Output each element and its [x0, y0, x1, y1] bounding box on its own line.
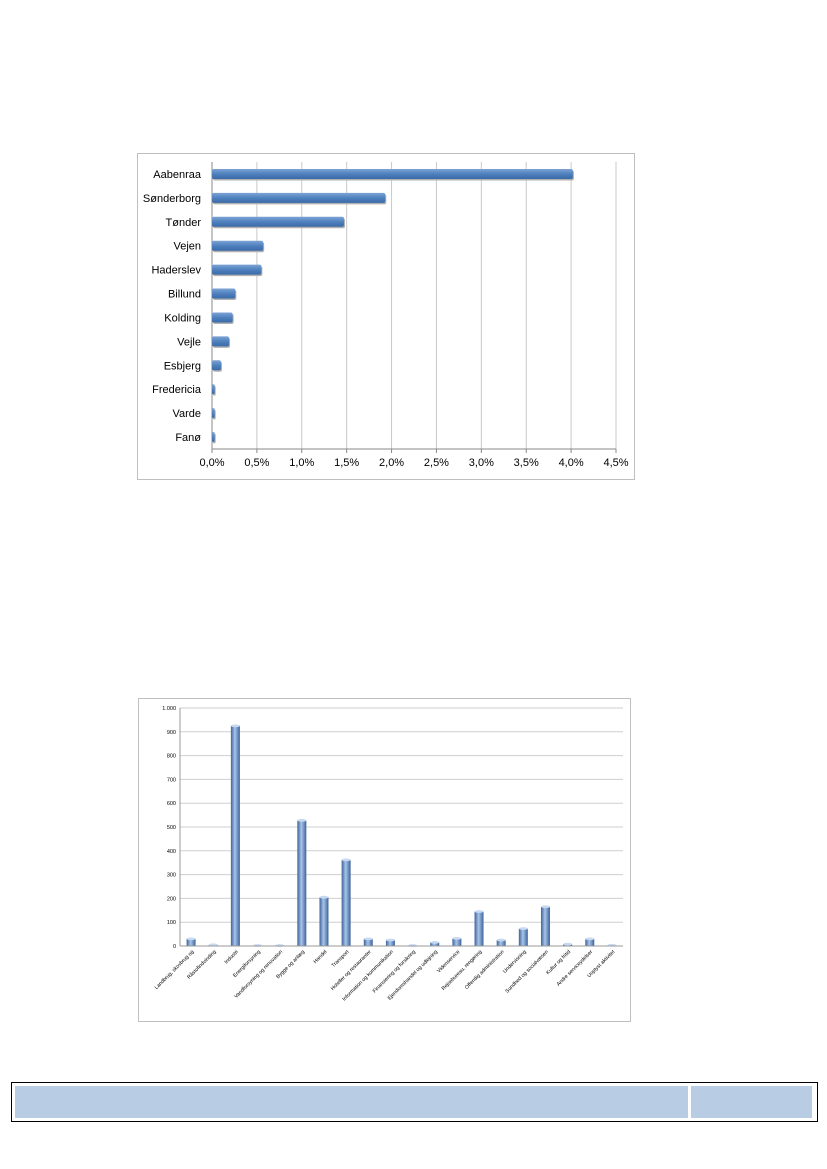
bar — [430, 942, 440, 946]
bar-cap — [563, 942, 573, 946]
footer-right-cell — [691, 1086, 812, 1118]
bar-cap — [319, 895, 329, 899]
bar — [385, 940, 395, 946]
bar — [212, 432, 215, 443]
tick-label-y: 300 — [167, 873, 176, 879]
category-label: Transport — [331, 949, 351, 969]
tick-label-y: 800 — [167, 754, 176, 760]
category-label: Vejle — [177, 336, 201, 348]
bar-cap — [363, 937, 373, 941]
bar — [341, 859, 351, 946]
chart-industry-counts: 0 100 200 300 400 500 600 700 800 900 1.000 Landbru… — [138, 698, 631, 1022]
bar-cap — [186, 937, 196, 941]
category-label: Handel — [313, 949, 329, 965]
tick-label-x: 0,0% — [199, 457, 224, 469]
page-footer — [11, 1082, 818, 1122]
category-label: Sundhed og socialvæsen — [504, 949, 550, 995]
category-label: Fredericia — [152, 384, 202, 396]
bar — [212, 336, 230, 347]
tick-label-y: 0 — [173, 944, 176, 950]
tick-label-y: 400 — [167, 849, 176, 855]
bar — [518, 928, 528, 946]
tick-label-y: 500 — [167, 825, 176, 831]
category-label: Tønder — [166, 217, 202, 229]
tick-label-x: 1,0% — [289, 457, 314, 469]
bar — [212, 312, 233, 323]
tick-label-y: 100 — [167, 920, 176, 926]
tick-label-x: 2,5% — [424, 457, 449, 469]
tick-label-x: 2,0% — [379, 457, 404, 469]
tick-label-x: 3,5% — [514, 457, 539, 469]
footer-left-cell — [15, 1086, 688, 1118]
category-label: Sønderborg — [143, 193, 201, 205]
tick-label-y: 1.000 — [162, 706, 176, 712]
category-label: Rejsebureau, rengøring — [441, 949, 484, 992]
bar — [212, 288, 236, 299]
bar — [212, 168, 573, 179]
bar — [212, 240, 264, 251]
chart-municipality-share: 0,0% 0,5% 1,0% 1,5% 2,0% 2,5% 3,0% 3,5% 4,0% 4,5%… — [137, 153, 635, 480]
chart-municipality-share-svg: 0,0% 0,5% 1,0% 1,5% 2,0% 2,5% 3,0% 3,5% 4,0% 4,5%… — [143, 162, 629, 469]
chart-industry-counts-svg: 0 100 200 300 400 500 600 700 800 900 1.000 Landbru… — [154, 706, 623, 1003]
category-label: Varde — [172, 408, 201, 420]
bar — [319, 897, 329, 946]
category-label: Billund — [168, 289, 201, 301]
bar-cap — [474, 910, 484, 913]
bar — [212, 264, 262, 275]
category-label: Aabenraa — [153, 169, 202, 181]
category-label: Vejen — [173, 241, 201, 253]
tick-label-y: 700 — [167, 777, 176, 783]
bar — [230, 725, 240, 946]
category-label: Kolding — [164, 312, 201, 324]
bar-cap — [385, 938, 395, 942]
bar — [212, 192, 386, 203]
bar-cap — [496, 938, 506, 942]
bar-cap — [230, 724, 240, 728]
tick-label-x: 0,5% — [244, 457, 269, 469]
category-label: Landbrug, skovbrug og — [154, 949, 196, 991]
category-label: Industri — [224, 949, 240, 965]
bar-cap — [540, 905, 550, 909]
bar — [496, 940, 506, 946]
bar — [212, 408, 215, 419]
tick-label-x: 4,0% — [559, 457, 584, 469]
category-label: Haderslev — [151, 265, 201, 277]
tick-label-y: 200 — [167, 896, 176, 902]
bar — [452, 938, 462, 946]
bar — [585, 938, 595, 946]
category-label: Esbjerg — [164, 360, 201, 372]
bar-cap — [341, 858, 351, 862]
tick-label-y: 600 — [167, 801, 176, 807]
bar — [212, 360, 221, 371]
category-label: Offentlig administration — [464, 949, 506, 991]
bar-cap — [585, 937, 595, 941]
tick-label-x: 3,0% — [469, 457, 494, 469]
category-label: Finansiering og forsikring — [372, 949, 417, 994]
bar — [212, 216, 344, 227]
bar — [363, 938, 373, 946]
category-label: Hoteller og restauranter — [330, 949, 373, 992]
bar-cap — [297, 818, 307, 822]
bar — [297, 820, 307, 946]
tick-label-y: 900 — [167, 730, 176, 736]
bar — [186, 938, 196, 946]
bar-cap — [518, 927, 528, 931]
bar-cap — [430, 941, 440, 944]
bar-cap — [452, 936, 462, 940]
bar — [540, 906, 550, 946]
tick-label-x: 1,5% — [334, 457, 359, 469]
tick-label-x: 4,5% — [603, 457, 628, 469]
bar — [212, 384, 215, 395]
category-label: Fanø — [175, 432, 201, 444]
bar — [474, 911, 484, 946]
